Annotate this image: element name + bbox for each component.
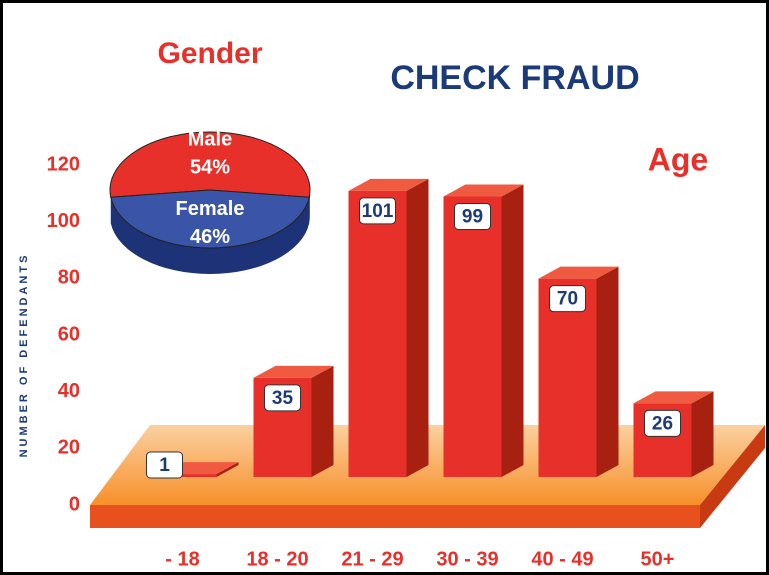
pie-slice (109, 131, 311, 198)
pie-label: Female (176, 198, 245, 220)
bar-front (538, 278, 597, 477)
bar-side (501, 184, 524, 477)
platform-side (700, 425, 765, 528)
pie-label: Male (188, 128, 232, 150)
bar-top (538, 266, 619, 279)
data-label-box (454, 203, 491, 230)
pie-value-label: 54% (190, 156, 230, 178)
data-label: 70 (557, 289, 578, 310)
x-tick-label: 30 - 39 (436, 548, 498, 570)
y-tick-label: 80 (58, 267, 80, 289)
pie-title: Gender (157, 37, 262, 70)
pie-slice (110, 189, 310, 249)
bar-front (443, 196, 502, 477)
x-tick-label: 40 - 49 (531, 548, 593, 570)
chart-title: CHECK FRAUD (390, 59, 639, 97)
y-tick-label: 60 (58, 323, 80, 345)
data-label-box (549, 285, 586, 313)
bar-side (596, 266, 619, 477)
platform-front (90, 505, 700, 528)
bar-top (348, 178, 429, 191)
x-tick-label: - 18 (165, 548, 199, 570)
y-tick-label: 40 (58, 380, 80, 402)
data-label-box (644, 409, 681, 437)
bar-front (348, 190, 407, 478)
bar (348, 178, 429, 478)
bar-side (311, 365, 334, 477)
bar (443, 184, 524, 477)
data-label: 35 (272, 388, 294, 409)
bar (633, 391, 714, 477)
y-tick-label: 100 (47, 210, 80, 232)
bar-side (691, 391, 714, 477)
data-label: 1 (159, 455, 170, 476)
data-label-box (146, 451, 183, 479)
bar (538, 266, 619, 477)
data-label-box (264, 384, 301, 412)
y-tick-label: 0 (69, 493, 80, 515)
x-tick-label: 21 - 29 (341, 548, 403, 570)
bar-side (216, 462, 239, 477)
y-tick-label: 120 (47, 153, 80, 175)
data-label: 99 (462, 207, 483, 228)
pie-value-label: 46% (190, 226, 230, 248)
y-tick-label: 20 (58, 437, 80, 459)
pie-side (110, 197, 310, 274)
y-axis-label: NUMBER OF DEFENDANTS (18, 253, 30, 458)
bar-top (253, 365, 334, 378)
data-label: 101 (362, 201, 394, 222)
bar-side (406, 178, 429, 478)
x-tick-label: 50+ (641, 548, 675, 570)
data-label-box (359, 197, 396, 225)
bar-top (633, 391, 714, 404)
data-label: 26 (652, 413, 673, 434)
bar (253, 365, 334, 477)
chart-subtitle: Age (648, 141, 708, 177)
x-tick-label: 18 - 20 (246, 548, 308, 570)
bar-top (443, 184, 524, 197)
